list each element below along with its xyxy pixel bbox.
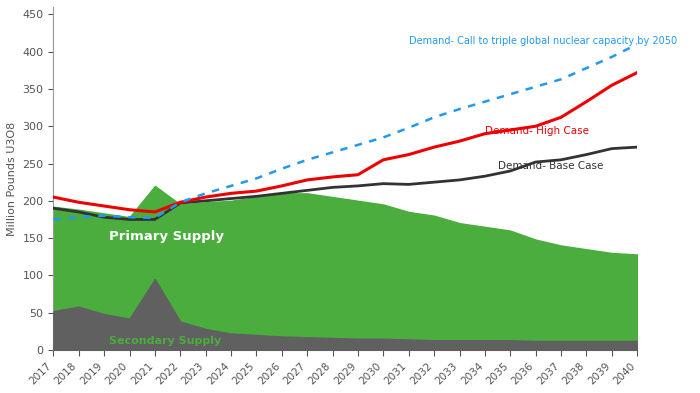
Text: Secondary Supply: Secondary Supply [109,336,221,346]
Y-axis label: Million Pounds U3O8: Million Pounds U3O8 [7,121,17,235]
Text: Primary Supply: Primary Supply [109,230,224,242]
Text: Demand- High Case: Demand- High Case [485,126,589,136]
Text: Demand- Base Case: Demand- Base Case [498,161,603,171]
Text: Demand- Call to triple global nuclear capacity by 2050: Demand- Call to triple global nuclear ca… [409,36,677,46]
